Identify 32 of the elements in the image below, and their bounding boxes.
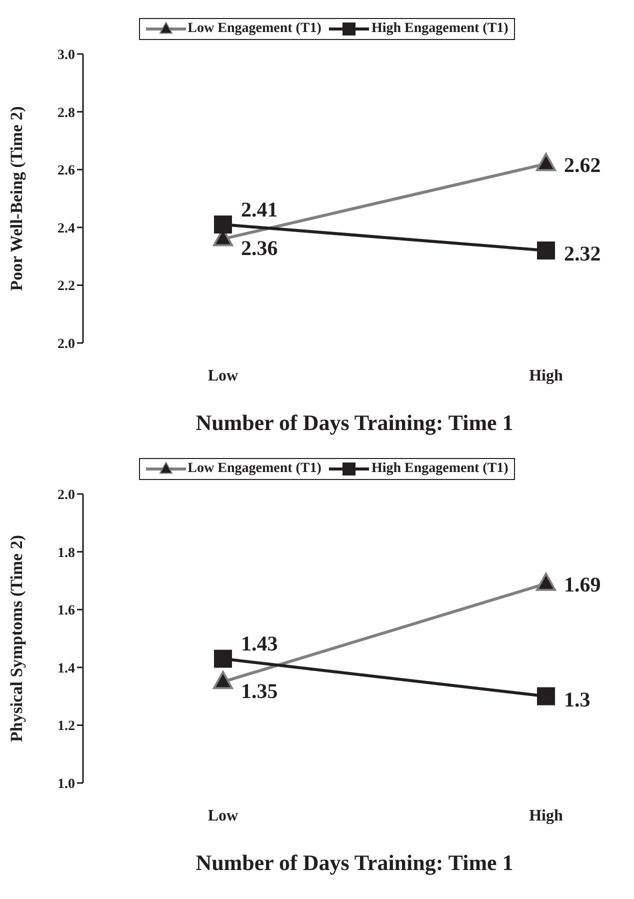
y-tick-label: 1.8	[58, 546, 75, 561]
x-axis-title: Number of Days Training: Time 1	[196, 850, 514, 875]
y-tick-label: 2.6	[58, 164, 75, 179]
legend-label: High Engagement (T1)	[371, 21, 508, 37]
y-tick-label: 2.2	[58, 279, 75, 294]
x-tick-label: Low	[208, 367, 239, 384]
data-label: 2.32	[564, 242, 601, 266]
data-label: 1.35	[241, 678, 278, 703]
data-label: 1.43	[241, 632, 278, 656]
data-label: 2.36	[241, 236, 278, 260]
data-label: 2.62	[564, 152, 601, 177]
legend-label: Low Engagement (T1)	[188, 461, 322, 477]
y-tick-label: 1.6	[58, 604, 75, 619]
data-label: 1.3	[564, 687, 590, 712]
y-tick-label: 2.0	[58, 336, 75, 352]
x-tick-label: High	[529, 807, 563, 824]
y-tick-label: 2.8	[58, 106, 75, 121]
y-tick-label: 1.4	[58, 661, 75, 676]
data-label: 2.41	[241, 198, 278, 222]
x-axis-title: Number of Days Training: Time 1	[196, 410, 514, 435]
y-tick-label: 3.0	[58, 48, 75, 63]
x-tick-label: High	[529, 367, 563, 384]
x-tick-label: Low	[208, 807, 239, 824]
data-label: 1.69	[564, 572, 601, 597]
y-axis-title: Physical Symptoms (Time 2)	[7, 535, 26, 742]
legend-label: High Engagement (T1)	[371, 461, 508, 477]
y-tick-label: 1.0	[58, 776, 75, 792]
y-axis-title: Poor Well-Being (Time 2)	[7, 106, 26, 291]
y-tick-label: 2.4	[58, 221, 75, 236]
y-tick-label: 1.2	[58, 719, 75, 734]
legend-label: Low Engagement (T1)	[188, 21, 322, 37]
y-tick-label: 2.0	[58, 488, 75, 503]
